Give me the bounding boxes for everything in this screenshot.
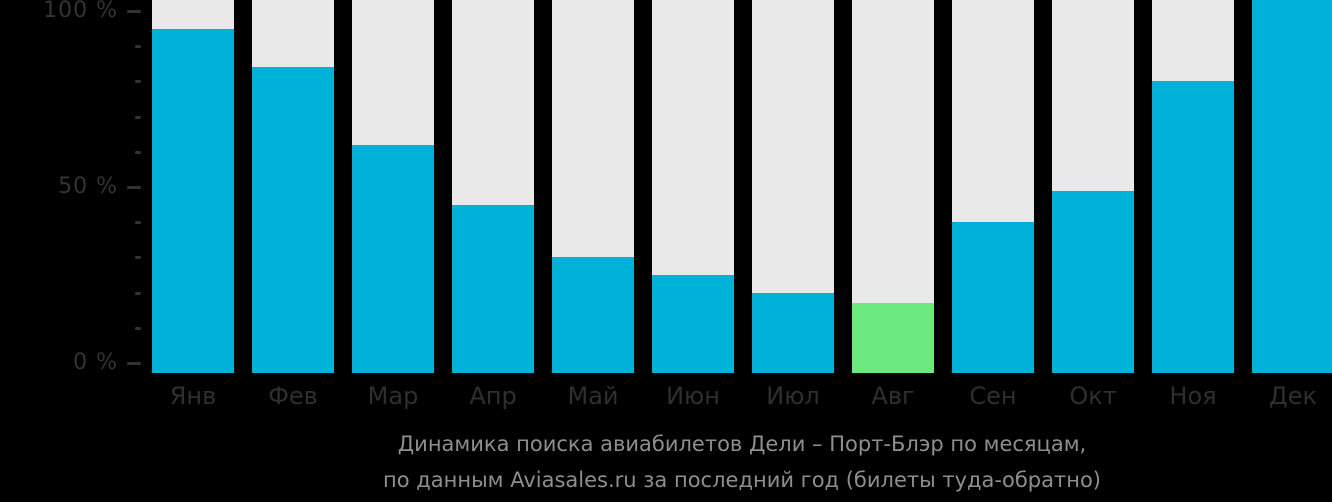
bar-mar — [352, 145, 434, 373]
x-axis-label-sep: Сен — [969, 382, 1017, 410]
bar-feb — [252, 67, 334, 373]
x-axis: Янв Фев Мар Апр Май Июн Июл Авг Сен Окт Ноя Дек — [152, 382, 1332, 410]
bar-track-may — [552, 0, 634, 373]
y-axis-major-tick-50 — [127, 186, 141, 189]
x-axis-label-oct: Окт — [1069, 382, 1117, 410]
x-axis-label-apr: Апр — [469, 382, 517, 410]
bar-track-nov — [1152, 0, 1234, 373]
x-axis-label-dec: Дек — [1268, 382, 1317, 410]
bar-track-jul — [752, 0, 834, 373]
y-axis-minor-tick-10 — [135, 327, 141, 330]
y-axis-label-50: 50 % — [58, 174, 118, 199]
bar-jan — [152, 29, 234, 373]
x-axis-label-jan: Янв — [169, 382, 217, 410]
bar-track-aug — [852, 0, 934, 373]
y-axis-label-100: 100 % — [43, 0, 118, 23]
bar-may — [552, 257, 634, 373]
x-axis-label-feb: Фев — [268, 382, 318, 410]
x-axis-label-may: Май — [567, 382, 619, 410]
bar-track-apr — [452, 0, 534, 373]
bar-track-mar — [352, 0, 434, 373]
y-axis-major-tick-0 — [127, 362, 141, 365]
bar-apr — [452, 205, 534, 373]
bar-aug — [852, 303, 934, 373]
bar-jun — [652, 275, 734, 373]
y-axis-minor-tick-70 — [135, 116, 141, 119]
y-axis-major-tick-100 — [127, 10, 141, 13]
y-axis-minor-tick-30 — [135, 256, 141, 259]
bar-track-feb — [252, 0, 334, 373]
y-axis-minor-tick-40 — [135, 221, 141, 224]
x-axis-label-jun: Июн — [666, 382, 720, 410]
bar-track-dec — [1252, 0, 1332, 373]
y-axis: 0 % 50 % 100 % — [0, 0, 152, 390]
chart-caption: Динамика поиска авиабилетов Дели – Порт-… — [152, 426, 1332, 498]
bar-track-jun — [652, 0, 734, 373]
bar-chart-plot-area — [152, 0, 1332, 373]
bar-dec — [1252, 0, 1332, 373]
x-axis-label-mar: Мар — [367, 382, 419, 410]
x-axis-label-nov: Ноя — [1169, 382, 1217, 410]
x-axis-label-jul: Июл — [766, 382, 820, 410]
y-axis-minor-tick-80 — [135, 80, 141, 83]
bar-track-sep — [952, 0, 1034, 373]
bar-nov — [1152, 81, 1234, 373]
x-axis-label-aug: Авг — [871, 382, 915, 410]
bar-jul — [752, 293, 834, 373]
y-axis-label-0: 0 % — [73, 350, 118, 375]
bar-oct — [1052, 191, 1134, 373]
chart-title: Динамика поиска авиабилетов Дели – Порт-… — [397, 432, 1087, 456]
chart-subtitle: по данным Aviasales.ru за последний год … — [383, 468, 1101, 492]
y-axis-minor-tick-60 — [135, 151, 141, 154]
y-axis-minor-tick-90 — [135, 45, 141, 48]
bar-sep — [952, 222, 1034, 373]
bar-track-oct — [1052, 0, 1134, 373]
bar-track-jan — [152, 0, 234, 373]
y-axis-minor-tick-20 — [135, 292, 141, 295]
